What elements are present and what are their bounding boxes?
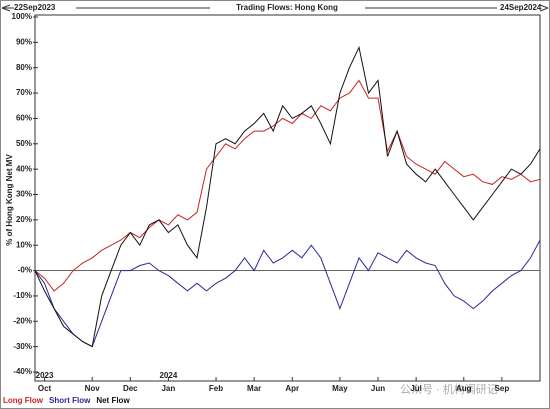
end-arrow xyxy=(539,4,549,12)
x-tick-label: Jul xyxy=(410,384,422,393)
y-tick-label: 90% xyxy=(16,37,32,46)
x-tick-label: Jun xyxy=(371,384,385,393)
y-tick-label: 50% xyxy=(16,139,32,148)
x-tick-label: Aug xyxy=(456,384,472,393)
y-tick-label: 30% xyxy=(16,190,32,199)
x-year-label: 2023 xyxy=(36,371,54,380)
plot-frame xyxy=(34,14,541,382)
start-date: 22Sep2023 xyxy=(14,3,56,12)
y-tick-label: 10% xyxy=(16,240,32,249)
x-tick-label: Jan xyxy=(161,384,175,393)
end-date: 24Sep2024 xyxy=(500,3,542,12)
x-tick-label: Mar xyxy=(247,384,261,393)
x-tick-label: Dec xyxy=(123,384,138,393)
series-line xyxy=(34,45,541,348)
series-line xyxy=(34,79,541,292)
y-tick-label: -30% xyxy=(13,342,32,351)
y-tick-label: 60% xyxy=(16,114,32,123)
watermark: 公众号 · 机构调研记 xyxy=(400,382,498,396)
start-arrow xyxy=(1,4,14,12)
x-tick-label: Apr xyxy=(285,384,299,393)
legend-label: Short Flow xyxy=(49,396,91,405)
series-line xyxy=(34,239,541,348)
x-tick-label: Sep xyxy=(495,384,510,393)
y-tick-label: 20% xyxy=(16,215,32,224)
y-tick-label: -10% xyxy=(13,291,32,300)
y-tick-label: 100% xyxy=(12,12,32,21)
x-tick-label: Nov xyxy=(85,384,101,393)
legend-label: Long Flow xyxy=(3,396,44,405)
y-tick-label: -0% xyxy=(18,266,32,275)
x-tick-label: Feb xyxy=(209,384,223,393)
chart-title: Trading Flows: Hong Kong xyxy=(236,3,338,12)
y-tick-label: 80% xyxy=(16,63,32,72)
legend-label: Net Flow xyxy=(96,396,130,405)
x-tick-label: Oct xyxy=(38,384,52,393)
y-tick-label: 40% xyxy=(16,164,32,173)
x-year-label: 2024 xyxy=(159,371,177,380)
x-tick-label: May xyxy=(332,384,348,393)
y-tick-label: 70% xyxy=(16,88,32,97)
y-tick-label: -20% xyxy=(13,316,32,325)
y-axis-label: % of Hong Kong Net MV xyxy=(5,154,14,246)
y-tick-label: -40% xyxy=(13,367,32,376)
